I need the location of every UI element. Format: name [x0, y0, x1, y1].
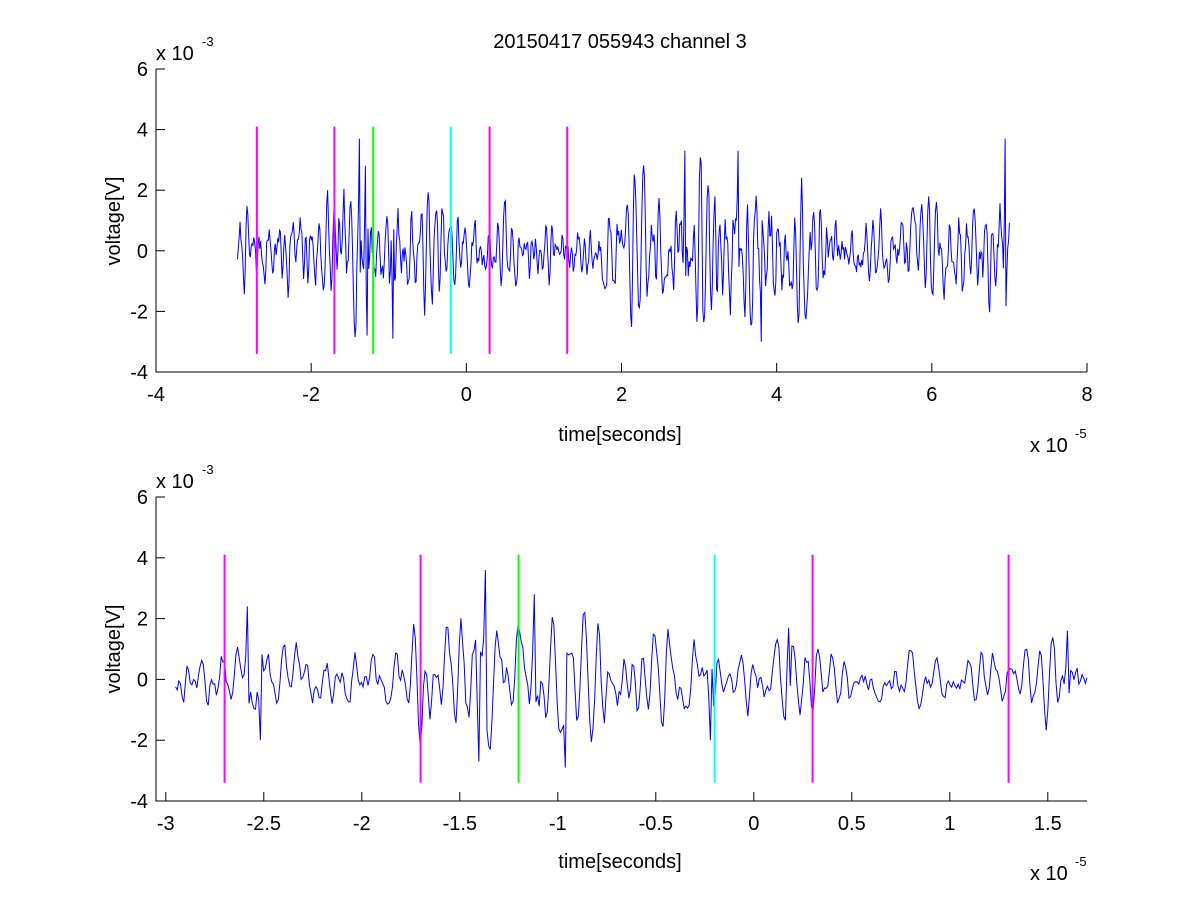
top-y-tick-label-4: 4 [137, 120, 148, 142]
top-signal-line [236, 138, 1010, 342]
top-x-tick-label-5: 6 [926, 384, 937, 406]
bottom-x-tick-label-9: 1.5 [1034, 813, 1062, 835]
bottom-y-tick-label-3: 2 [137, 609, 148, 631]
bottom-subplot: x 10 -3 x 10 -5 time[seconds] voltage[V]… [103, 462, 1088, 885]
bottom-signal-line [175, 569, 1088, 768]
top-y-tick-label-2: 0 [137, 241, 148, 263]
bottom-x-tick-label-4: -1 [549, 813, 567, 835]
bottom-x-exponent-power: -5 [1075, 854, 1087, 869]
top-x-exponent-base: x 10 [1030, 435, 1068, 457]
bottom-x-tick-label-1: -2.5 [247, 813, 281, 835]
top-subplot: x 10 -3 x 10 -5 time[seconds] voltage[V]… [103, 34, 1093, 457]
bottom-x-tick-label-6: 0 [748, 813, 759, 835]
top-y-exponent: x 10 -3 [156, 34, 214, 65]
bottom-y-tick-label-1: -2 [130, 730, 148, 752]
top-x-exponent: x 10 -5 [1030, 426, 1087, 457]
top-y-tick-label-0: -4 [130, 362, 148, 384]
bottom-x-tick-label-5: -0.5 [639, 813, 673, 835]
top-y-exponent-base: x 10 [156, 43, 194, 65]
figure-title: 20150417 055943 channel 3 [493, 31, 747, 53]
top-x-axis-label: time[seconds] [558, 424, 681, 446]
bottom-x-exponent: x 10 -5 [1030, 854, 1087, 885]
bottom-y-exponent-base: x 10 [156, 471, 194, 493]
bottom-x-tick-label-2: -2 [353, 813, 371, 835]
bottom-x-tick-label-3: -1.5 [443, 813, 477, 835]
bottom-x-tick-label-8: 1 [944, 813, 955, 835]
top-plot-area [156, 69, 1087, 372]
top-y-tick-label-5: 6 [137, 59, 148, 81]
bottom-y-tick-label-2: 0 [137, 669, 148, 691]
top-x-tick-label-1: -2 [302, 384, 320, 406]
bottom-x-exponent-base: x 10 [1030, 863, 1068, 885]
top-y-exponent-power: -3 [202, 34, 214, 49]
top-y-axis-label: voltage[V] [103, 177, 125, 266]
top-x-tick-label-6: 8 [1081, 384, 1092, 406]
bottom-x-tick-label-0: -3 [157, 813, 175, 835]
bottom-y-tick-label-4: 4 [137, 548, 148, 570]
bottom-y-tick-label-0: -4 [130, 791, 148, 813]
top-x-tick-label-2: 0 [461, 384, 472, 406]
top-y-tick-label-1: -2 [130, 301, 148, 323]
top-x-tick-label-3: 2 [616, 384, 627, 406]
bottom-plot-area [156, 497, 1087, 801]
top-x-tick-label-0: -4 [147, 384, 165, 406]
bottom-y-exponent: x 10 -3 [156, 462, 214, 493]
top-x-exponent-power: -5 [1075, 426, 1087, 441]
bottom-x-axis-label: time[seconds] [558, 851, 681, 873]
top-x-tick-label-4: 4 [771, 384, 782, 406]
bottom-y-axis-label: voltage[V] [103, 605, 125, 694]
bottom-x-tick-label-7: 0.5 [838, 813, 866, 835]
top-y-tick-label-3: 2 [137, 180, 148, 202]
bottom-y-exponent-power: -3 [202, 462, 214, 477]
bottom-y-tick-label-5: 6 [137, 487, 148, 509]
